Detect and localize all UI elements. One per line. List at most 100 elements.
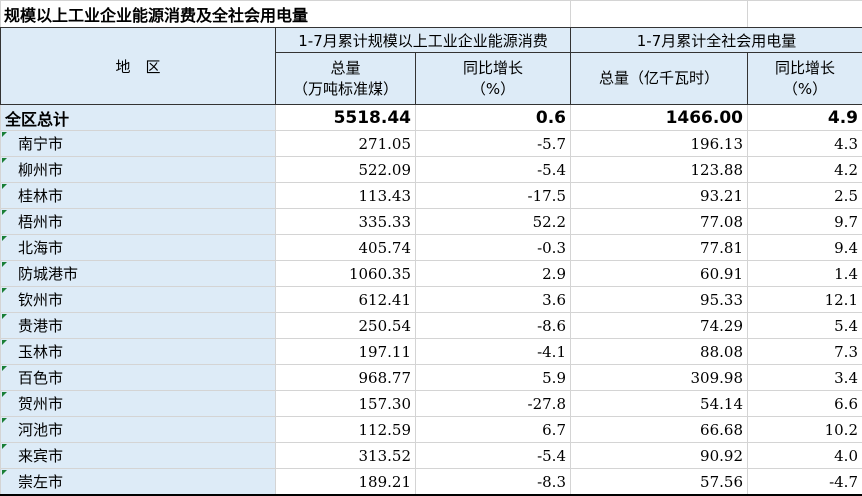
energy-cell[interactable]: 405.74 bbox=[276, 235, 416, 261]
power-growth-cell[interactable]: -4.7 bbox=[748, 469, 862, 496]
energy-growth-cell[interactable]: -8.6 bbox=[416, 313, 571, 339]
energy-growth-cell[interactable]: -27.8 bbox=[416, 391, 571, 417]
energy-growth-cell[interactable]: -5.4 bbox=[416, 157, 571, 183]
city-cell[interactable]: 崇左市 bbox=[1, 469, 276, 496]
energy-cell[interactable]: 968.77 bbox=[276, 365, 416, 391]
total-power-growth[interactable]: 4.9 bbox=[748, 105, 862, 131]
energy-cell[interactable]: 335.33 bbox=[276, 209, 416, 235]
energy-cell[interactable]: 250.54 bbox=[276, 313, 416, 339]
total-label[interactable]: 全区总计 bbox=[1, 105, 276, 131]
power-growth-cell[interactable]: 3.4 bbox=[748, 365, 862, 391]
city-cell[interactable]: 玉林市 bbox=[1, 339, 276, 365]
energy-cell[interactable]: 1060.35 bbox=[276, 261, 416, 287]
energy-growth-cell[interactable]: -5.7 bbox=[416, 131, 571, 157]
city-cell[interactable]: 百色市 bbox=[1, 365, 276, 391]
energy-growth-cell[interactable]: -5.4 bbox=[416, 443, 571, 469]
power-cell[interactable]: 309.98 bbox=[571, 365, 748, 391]
power-cell[interactable]: 90.92 bbox=[571, 443, 748, 469]
empty-cell[interactable] bbox=[748, 1, 862, 28]
text-number-indicator-icon bbox=[2, 470, 7, 475]
power-cell[interactable]: 196.13 bbox=[571, 131, 748, 157]
city-cell[interactable]: 贵港市 bbox=[1, 313, 276, 339]
city-name: 梧州市 bbox=[18, 213, 63, 231]
power-total-header[interactable]: 总量（亿千瓦时） bbox=[571, 53, 748, 105]
city-cell[interactable]: 桂林市 bbox=[1, 183, 276, 209]
energy-group-header[interactable]: 1-7月累计规模以上工业企业能源消费 bbox=[276, 28, 571, 53]
empty-cell[interactable] bbox=[571, 1, 748, 28]
total-power[interactable]: 1466.00 bbox=[571, 105, 748, 131]
power-growth-cell[interactable]: 10.2 bbox=[748, 417, 862, 443]
energy-cell[interactable]: 113.43 bbox=[276, 183, 416, 209]
city-name: 贵港市 bbox=[18, 317, 63, 335]
energy-growth-cell[interactable]: 52.2 bbox=[416, 209, 571, 235]
energy-growth-header[interactable]: 同比增长（%） bbox=[416, 53, 571, 105]
city-cell[interactable]: 贺州市 bbox=[1, 391, 276, 417]
power-cell[interactable]: 123.88 bbox=[571, 157, 748, 183]
power-cell[interactable]: 74.29 bbox=[571, 313, 748, 339]
city-name: 河池市 bbox=[18, 421, 63, 439]
city-cell[interactable]: 梧州市 bbox=[1, 209, 276, 235]
energy-cell[interactable]: 612.41 bbox=[276, 287, 416, 313]
power-growth-cell[interactable]: 5.4 bbox=[748, 313, 862, 339]
power-growth-cell[interactable]: 4.0 bbox=[748, 443, 862, 469]
energy-growth-cell[interactable]: 3.6 bbox=[416, 287, 571, 313]
energy-cell[interactable]: 197.11 bbox=[276, 339, 416, 365]
sheet-title[interactable]: 规模以上工业企业能源消费及全社会用电量 bbox=[1, 1, 571, 28]
power-cell[interactable]: 95.33 bbox=[571, 287, 748, 313]
energy-cell[interactable]: 157.30 bbox=[276, 391, 416, 417]
energy-cell[interactable]: 522.09 bbox=[276, 157, 416, 183]
city-cell[interactable]: 河池市 bbox=[1, 417, 276, 443]
energy-growth-cell[interactable]: -17.5 bbox=[416, 183, 571, 209]
text-number-indicator-icon bbox=[2, 314, 7, 319]
city-cell[interactable]: 柳州市 bbox=[1, 157, 276, 183]
power-group-header[interactable]: 1-7月累计全社会用电量 bbox=[571, 28, 862, 53]
city-cell[interactable]: 南宁市 bbox=[1, 131, 276, 157]
city-cell[interactable]: 防城港市 bbox=[1, 261, 276, 287]
energy-cell[interactable]: 189.21 bbox=[276, 469, 416, 496]
text-number-indicator-icon bbox=[2, 158, 7, 163]
power-cell[interactable]: 57.56 bbox=[571, 469, 748, 496]
energy-total-header[interactable]: 总量（万吨标准煤） bbox=[276, 53, 416, 105]
power-growth-cell[interactable]: 7.3 bbox=[748, 339, 862, 365]
energy-growth-cell[interactable]: -8.3 bbox=[416, 469, 571, 496]
total-energy[interactable]: 5518.44 bbox=[276, 105, 416, 131]
power-growth-header[interactable]: 同比增长（%） bbox=[748, 53, 862, 105]
power-growth-cell[interactable]: 2.5 bbox=[748, 183, 862, 209]
city-name: 钦州市 bbox=[18, 291, 63, 309]
power-cell[interactable]: 77.81 bbox=[571, 235, 748, 261]
energy-growth-cell[interactable]: -4.1 bbox=[416, 339, 571, 365]
region-header[interactable]: 地 区 bbox=[1, 28, 276, 105]
energy-growth-cell[interactable]: 5.9 bbox=[416, 365, 571, 391]
energy-growth-cell[interactable]: 6.7 bbox=[416, 417, 571, 443]
total-energy-growth[interactable]: 0.6 bbox=[416, 105, 571, 131]
power-growth-cell[interactable]: 1.4 bbox=[748, 261, 862, 287]
text-number-indicator-icon bbox=[2, 184, 7, 189]
city-cell[interactable]: 北海市 bbox=[1, 235, 276, 261]
power-cell[interactable]: 60.91 bbox=[571, 261, 748, 287]
energy-cell[interactable]: 313.52 bbox=[276, 443, 416, 469]
power-growth-cell[interactable]: 9.4 bbox=[748, 235, 862, 261]
energy-cell[interactable]: 271.05 bbox=[276, 131, 416, 157]
city-name: 百色市 bbox=[18, 369, 63, 387]
power-cell[interactable]: 77.08 bbox=[571, 209, 748, 235]
power-cell[interactable]: 54.14 bbox=[571, 391, 748, 417]
city-cell[interactable]: 来宾市 bbox=[1, 443, 276, 469]
power-growth-cell[interactable]: 9.7 bbox=[748, 209, 862, 235]
energy-growth-cell[interactable]: -0.3 bbox=[416, 235, 571, 261]
power-growth-cell[interactable]: 6.6 bbox=[748, 391, 862, 417]
power-cell[interactable]: 88.08 bbox=[571, 339, 748, 365]
power-growth-cell[interactable]: 4.3 bbox=[748, 131, 862, 157]
city-cell[interactable]: 钦州市 bbox=[1, 287, 276, 313]
power-cell[interactable]: 93.21 bbox=[571, 183, 748, 209]
power-growth-cell[interactable]: 12.1 bbox=[748, 287, 862, 313]
power-cell[interactable]: 66.68 bbox=[571, 417, 748, 443]
energy-growth-cell[interactable]: 2.9 bbox=[416, 261, 571, 287]
power-growth-cell[interactable]: 4.2 bbox=[748, 157, 862, 183]
energy-cell[interactable]: 112.59 bbox=[276, 417, 416, 443]
